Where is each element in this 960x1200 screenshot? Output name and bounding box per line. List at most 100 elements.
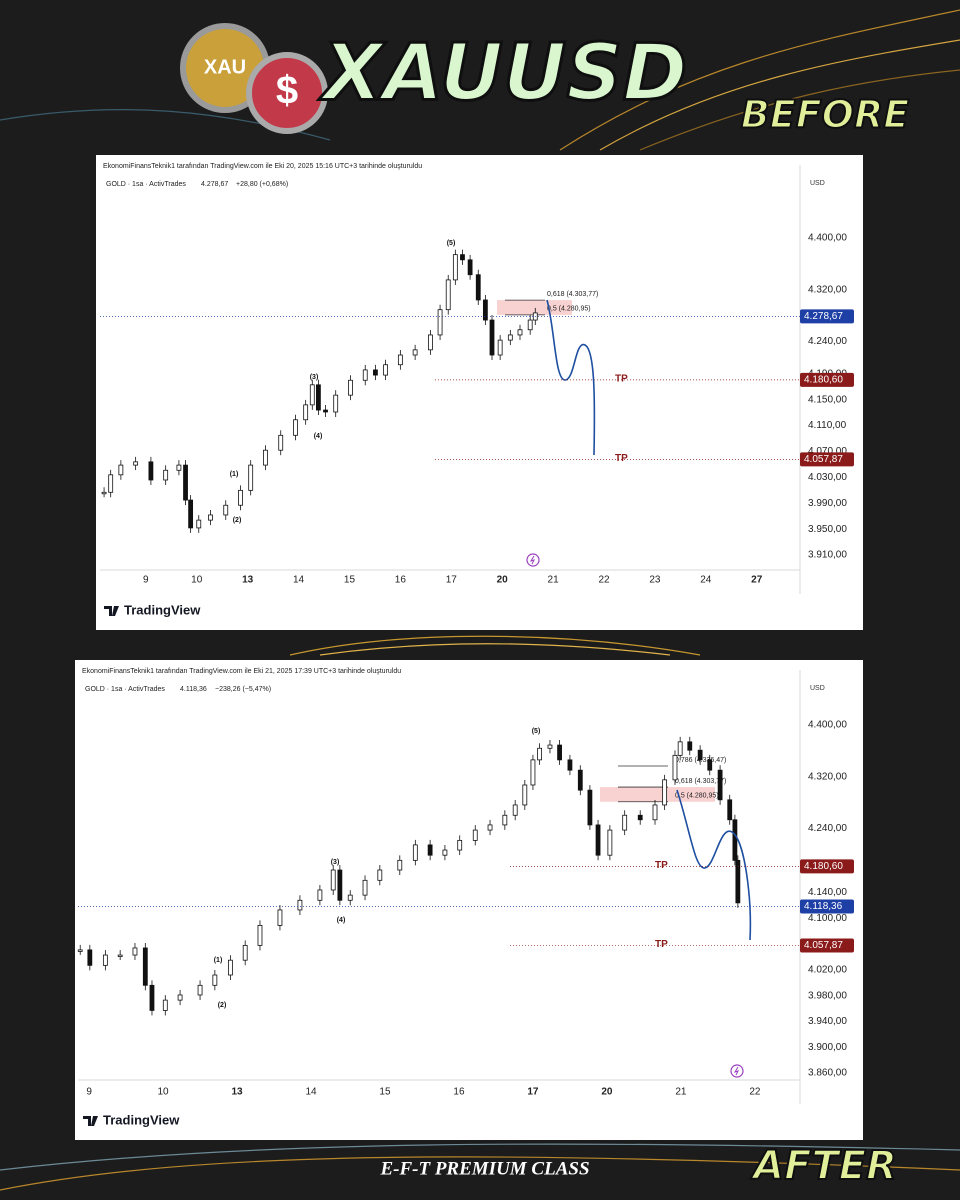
candle bbox=[595, 824, 601, 856]
candle bbox=[297, 899, 303, 911]
candle bbox=[337, 869, 343, 901]
x-tick-label: 10 bbox=[191, 575, 203, 586]
candle bbox=[348, 379, 353, 396]
candle bbox=[132, 947, 138, 956]
gold-swirls bbox=[0, 9, 960, 1191]
candle bbox=[487, 824, 493, 831]
last-price: 4.118,36 bbox=[180, 686, 207, 693]
x-tick-label: 27 bbox=[751, 575, 763, 586]
wave-label: (2) bbox=[218, 1002, 227, 1009]
candle bbox=[687, 741, 693, 751]
candle bbox=[427, 844, 433, 856]
candle bbox=[315, 384, 321, 411]
y-tick-label: 4.320,00 bbox=[808, 771, 847, 782]
candle bbox=[397, 354, 403, 366]
fib-label: 0,786 (4.336,47) bbox=[675, 757, 726, 764]
chart-panel bbox=[75, 660, 863, 1140]
x-tick-label: 20 bbox=[601, 1087, 613, 1098]
projection bbox=[546, 299, 596, 456]
wave-label: (1) bbox=[214, 957, 223, 964]
candle bbox=[507, 334, 513, 341]
candle bbox=[522, 784, 528, 806]
candle bbox=[412, 349, 418, 356]
candle bbox=[567, 759, 573, 771]
candle bbox=[227, 959, 233, 976]
x-tick-label: 15 bbox=[344, 575, 356, 586]
last-price: 4.278,67 bbox=[201, 181, 228, 188]
candle bbox=[537, 747, 543, 761]
y-tick-label: 4.240,00 bbox=[808, 823, 847, 834]
fib-label: 0,5 (4.280,95) bbox=[675, 793, 719, 800]
candle bbox=[587, 789, 593, 826]
price-change: −238,26 (−5,47%) bbox=[215, 686, 271, 693]
candle bbox=[118, 464, 124, 476]
event-bolt bbox=[733, 1066, 739, 1076]
candle bbox=[238, 489, 243, 506]
y-tick-label: 4.320,00 bbox=[808, 284, 847, 295]
fib-label: 0,618 (4.303,77) bbox=[547, 291, 598, 298]
candle bbox=[188, 499, 194, 529]
candle bbox=[309, 384, 315, 406]
price-tag-label: 4.118,36 bbox=[804, 901, 843, 912]
usd-coin bbox=[246, 52, 328, 134]
candle bbox=[317, 889, 323, 901]
x-tick-label: 20 bbox=[497, 575, 509, 586]
x-tick-label: 9 bbox=[143, 575, 149, 586]
x-tick-label: 17 bbox=[527, 1087, 539, 1098]
candle bbox=[652, 804, 658, 821]
target-tag: TP bbox=[615, 453, 628, 464]
candle bbox=[333, 394, 339, 413]
y-tick-label: 4.140,00 bbox=[808, 887, 847, 898]
candle bbox=[196, 519, 202, 529]
candle bbox=[330, 869, 336, 891]
candle bbox=[87, 949, 93, 966]
candle bbox=[489, 319, 495, 356]
y-tick-label: 3.910,00 bbox=[808, 550, 847, 561]
y-tick-label: 3.950,00 bbox=[808, 524, 847, 535]
candle bbox=[452, 254, 458, 281]
candle bbox=[323, 409, 328, 413]
candle bbox=[735, 859, 741, 904]
x-tick-label: 22 bbox=[598, 575, 610, 586]
wave-label: (5) bbox=[532, 728, 541, 735]
y-tick-label: 3.940,00 bbox=[808, 1016, 847, 1027]
candle bbox=[101, 491, 107, 495]
candle bbox=[278, 434, 284, 451]
brand-logo bbox=[104, 606, 119, 616]
candle bbox=[293, 419, 298, 436]
candle bbox=[697, 749, 703, 761]
title: XAUUSD bbox=[319, 28, 688, 118]
y-tick-label: 4.400,00 bbox=[808, 232, 847, 243]
candle bbox=[412, 844, 418, 861]
candle bbox=[457, 839, 463, 851]
target-price-label: 4.057,87 bbox=[804, 454, 843, 465]
candle bbox=[472, 829, 478, 841]
candle bbox=[133, 461, 139, 466]
candle bbox=[303, 404, 309, 421]
y-tick-label: 4.100,00 bbox=[808, 913, 847, 924]
candle bbox=[530, 759, 536, 786]
candle bbox=[102, 954, 108, 966]
candle bbox=[622, 814, 628, 831]
caption: EkonomiFinansTeknik1 tarafından TradingV… bbox=[103, 163, 422, 170]
x-tick-label: 9 bbox=[86, 1087, 92, 1098]
wave-label: (2) bbox=[233, 517, 242, 524]
candle bbox=[197, 984, 203, 996]
x-tick-label: 21 bbox=[675, 1087, 687, 1098]
y-tick-label: 3.860,00 bbox=[808, 1068, 847, 1079]
x-tick-label: 13 bbox=[242, 575, 254, 586]
y-tick-label: 3.900,00 bbox=[808, 1042, 847, 1053]
candle bbox=[547, 744, 553, 749]
candle bbox=[672, 754, 678, 781]
y-tick-label: 3.990,00 bbox=[808, 498, 847, 509]
x-tick-label: 10 bbox=[158, 1087, 170, 1098]
price-tag bbox=[800, 309, 854, 324]
candle bbox=[467, 259, 473, 276]
y-tick-label: 4.400,00 bbox=[808, 720, 847, 731]
candle bbox=[557, 744, 562, 761]
x-tick-label: 14 bbox=[293, 575, 305, 586]
y-tick-label: 4.240,00 bbox=[808, 336, 847, 347]
candle bbox=[397, 859, 403, 871]
y-tick-label: 4.020,00 bbox=[808, 964, 847, 975]
